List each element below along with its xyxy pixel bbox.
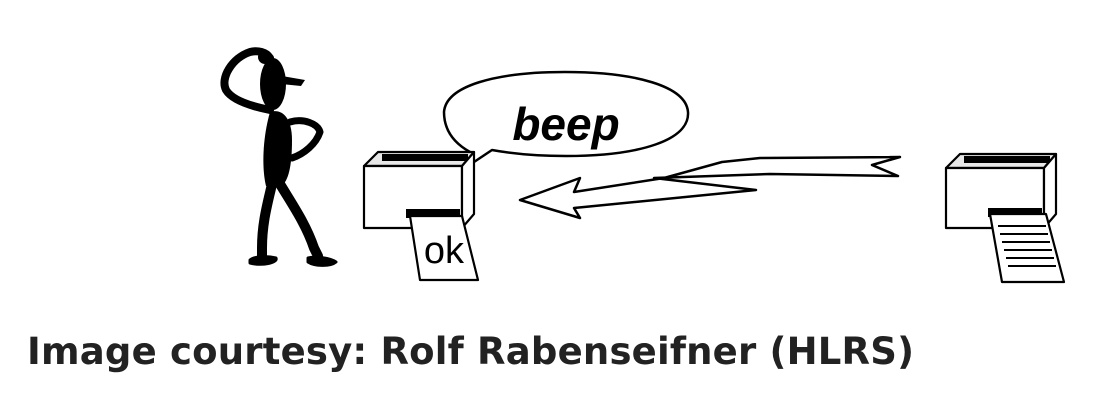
lightning-arrow-icon [518, 155, 902, 220]
message-passing-illustration: beep ok [220, 47, 1066, 284]
receiver-paper-text: ok [424, 230, 465, 272]
receiver-printer-icon: ok [362, 150, 480, 282]
image-credit-caption: Image courtesy: Rolf Rabenseifner (HLRS) [27, 330, 915, 373]
confused-person-icon [220, 47, 338, 267]
speech-bubble-icon: beep [442, 70, 690, 172]
speech-bubble-text: beep [512, 98, 619, 150]
sender-printer-icon [944, 152, 1066, 284]
